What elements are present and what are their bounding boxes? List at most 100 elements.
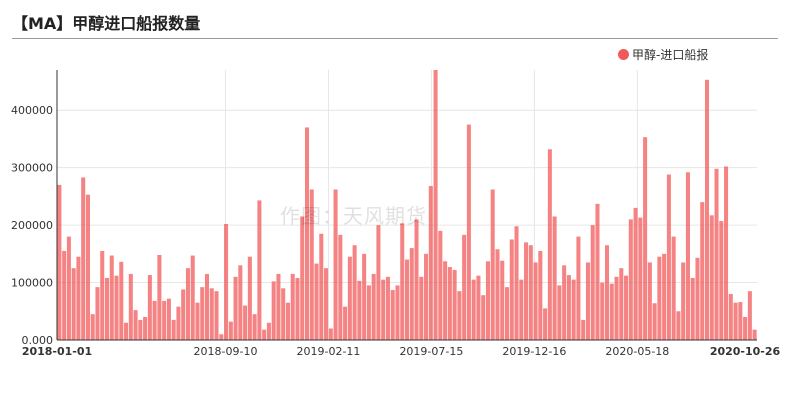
bar — [81, 177, 86, 340]
bar — [271, 281, 276, 340]
bar — [243, 305, 248, 340]
bar — [447, 267, 452, 340]
bar — [604, 245, 610, 340]
bar — [176, 306, 181, 340]
bar — [214, 291, 219, 340]
bar — [324, 268, 329, 340]
bar — [462, 234, 467, 340]
bar — [438, 230, 443, 340]
bar — [466, 124, 471, 341]
bar — [157, 254, 162, 340]
x-tick-label: 2020-10-26 — [710, 345, 781, 358]
axes — [56, 70, 757, 341]
bar — [119, 261, 124, 340]
bar — [224, 223, 229, 340]
bar — [166, 298, 171, 340]
bar — [109, 255, 114, 340]
bar — [743, 317, 748, 340]
bar — [519, 279, 524, 340]
bar — [252, 314, 257, 340]
bar — [590, 225, 595, 340]
bar — [190, 255, 195, 340]
bar — [85, 194, 90, 340]
bar — [700, 202, 705, 340]
bar — [381, 279, 386, 340]
bar — [733, 302, 738, 340]
bar — [652, 303, 657, 340]
bar — [333, 189, 338, 340]
bar — [676, 311, 681, 340]
bar — [671, 236, 676, 340]
x-tick-label: 2018-09-10 — [194, 345, 258, 358]
chart-title: 【MA】甲醇进口船报数量 — [12, 14, 201, 33]
bar — [295, 277, 300, 340]
bar — [524, 242, 529, 340]
legend[interactable]: 甲醇-进口船报 — [618, 46, 708, 63]
bar — [62, 250, 67, 340]
bar — [366, 285, 371, 340]
bar — [285, 302, 290, 340]
bar — [538, 250, 543, 340]
bar — [571, 279, 576, 340]
watermark: 作图：天风期货 — [280, 204, 427, 228]
bar — [752, 329, 757, 340]
bar — [662, 253, 667, 340]
bar — [495, 249, 500, 340]
bar — [257, 200, 262, 340]
bar — [424, 253, 429, 340]
bar — [514, 226, 519, 340]
bar — [200, 287, 205, 340]
bar — [633, 207, 638, 340]
bar — [485, 261, 490, 340]
bar — [719, 221, 724, 340]
bar — [304, 127, 310, 340]
bar — [162, 300, 167, 340]
bar — [281, 288, 286, 340]
bar — [90, 314, 95, 340]
bar — [504, 287, 510, 340]
bar — [581, 319, 586, 340]
y-tick-label: 100000 — [11, 277, 53, 290]
bar — [219, 334, 224, 340]
bar — [95, 287, 100, 340]
bar — [552, 216, 557, 340]
bar — [509, 239, 514, 340]
bar — [204, 273, 210, 340]
bar — [528, 245, 533, 340]
bar — [385, 276, 390, 340]
x-tick-label: 2020-05-18 — [605, 345, 669, 358]
bar — [309, 189, 314, 340]
x-tick-label: 2018-01-01 — [22, 345, 92, 358]
bar — [433, 70, 438, 340]
bar — [452, 269, 457, 340]
bar — [143, 317, 148, 340]
bar — [419, 276, 424, 340]
bar — [704, 79, 710, 340]
bar — [290, 273, 295, 340]
bar — [262, 329, 267, 340]
bar — [443, 261, 448, 340]
bar — [233, 276, 238, 340]
bar — [343, 306, 348, 340]
bar — [576, 236, 581, 340]
bar — [404, 259, 410, 340]
bar — [666, 174, 671, 340]
legend-marker — [618, 49, 629, 60]
bar — [566, 275, 571, 340]
bar — [490, 189, 495, 340]
bar — [76, 256, 81, 340]
y-tick-label: 300000 — [11, 162, 53, 175]
bar — [628, 219, 633, 340]
bar — [714, 168, 719, 340]
bar — [614, 276, 619, 340]
legend-label: 甲醇-进口船报 — [632, 48, 709, 62]
bar — [181, 289, 186, 340]
bar — [585, 262, 590, 340]
bar — [390, 290, 395, 340]
bar — [247, 256, 252, 340]
bar — [228, 321, 233, 340]
bar — [371, 273, 376, 340]
y-tick-labels: 0.000 100000 200000 300000 400000 — [11, 104, 53, 347]
bar — [195, 302, 200, 340]
